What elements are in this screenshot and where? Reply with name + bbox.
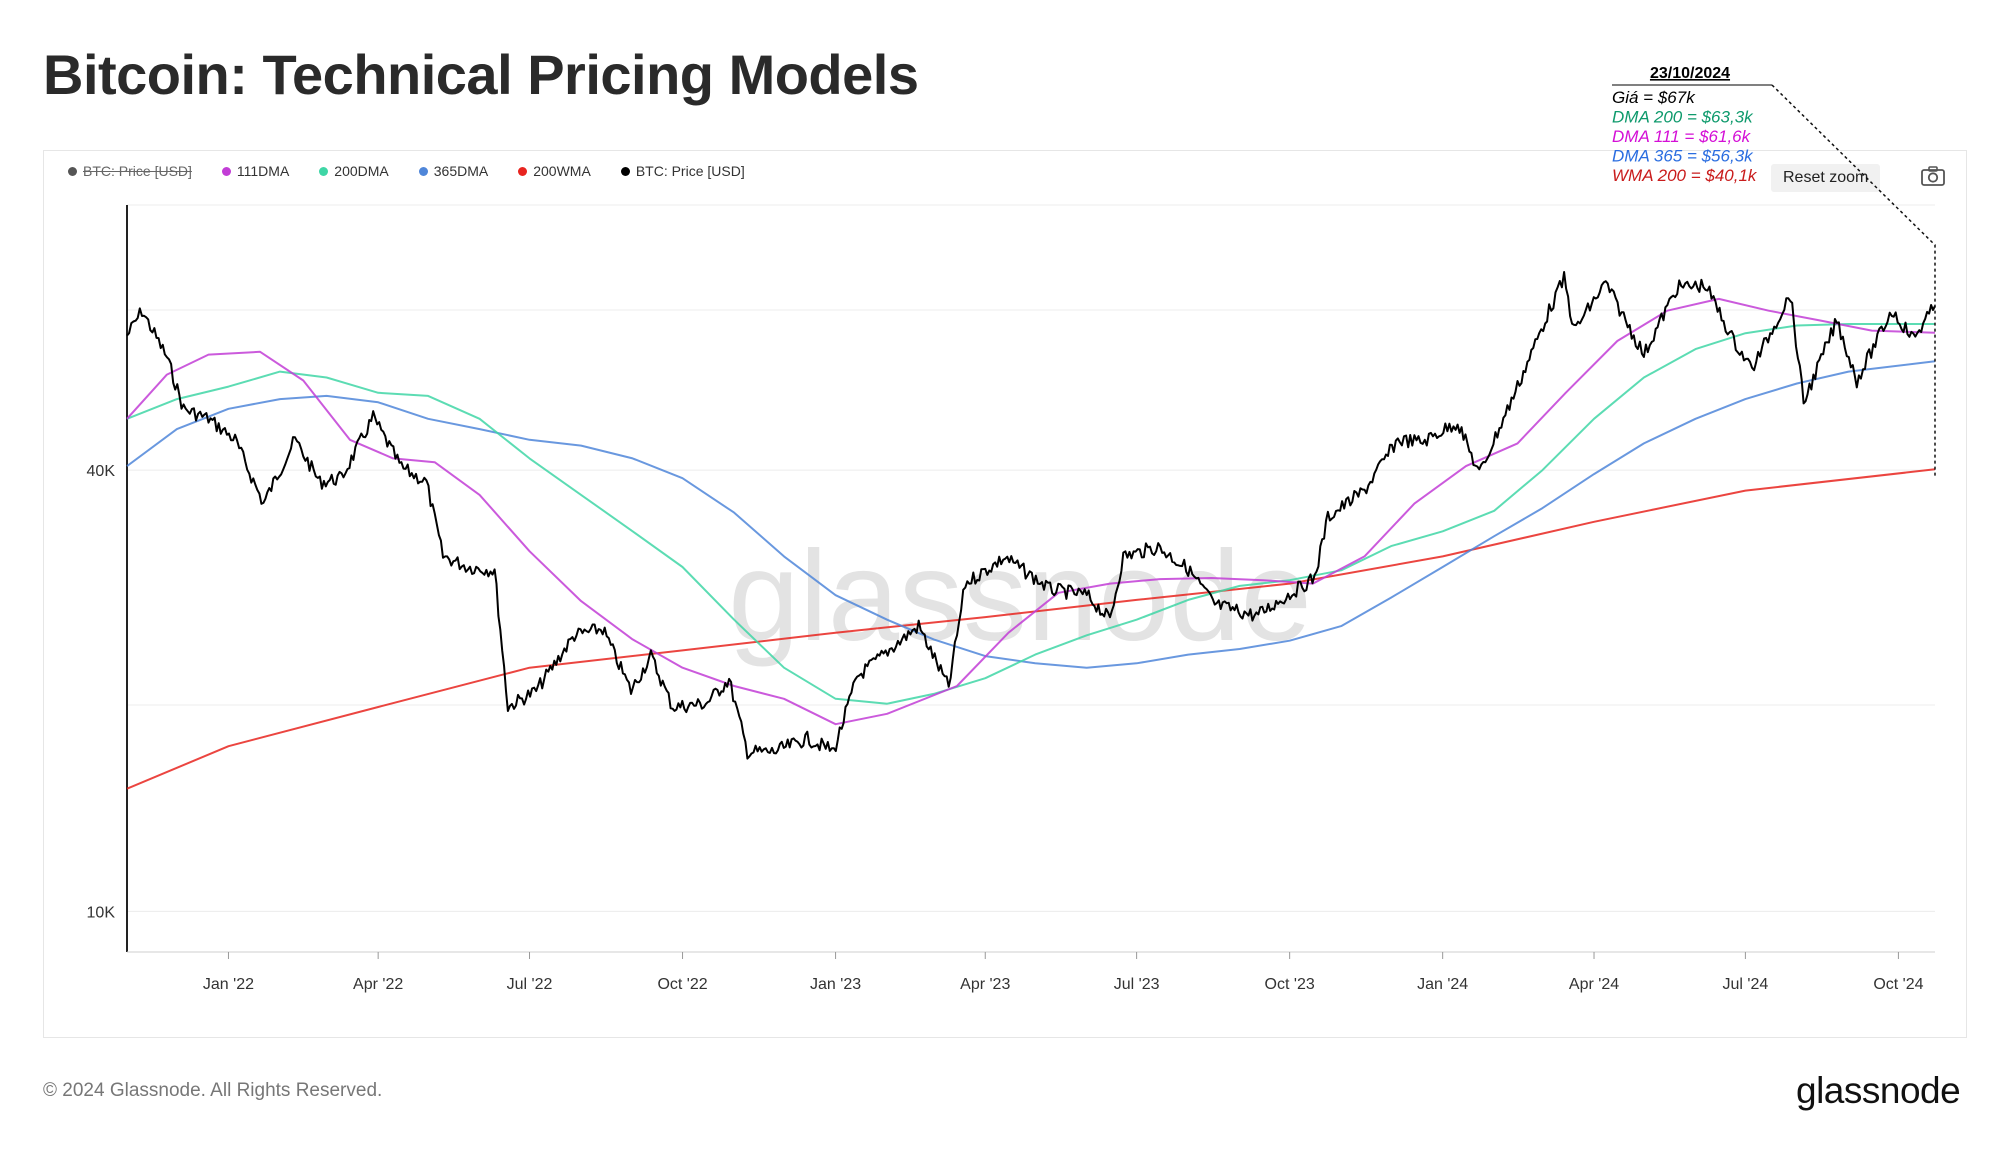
annotation-date: 23/10/2024 <box>1650 65 1730 82</box>
legend-dot-icon <box>68 166 77 176</box>
x-tick-label: Apr '24 <box>1569 976 1619 993</box>
legend-label: 111DMA <box>236 163 290 179</box>
legend-item-111dma[interactable]: 111DMA <box>221 163 290 179</box>
x-tick-label: Jan '22 <box>203 976 254 993</box>
legend-label: BTC: Price [USD] <box>83 163 192 179</box>
camera-icon[interactable] <box>1920 165 1946 187</box>
legend-dot-icon <box>319 166 329 176</box>
x-tick-label: Oct '24 <box>1873 976 1923 993</box>
annotation-line: DMA 200 = $63,3k <box>1612 108 1754 127</box>
legend-label: 200WMA <box>533 163 591 179</box>
legend-item-200dma[interactable]: 200DMA <box>319 163 389 179</box>
legend-dot-icon <box>418 166 428 176</box>
watermark-text: glassnode <box>728 525 1312 668</box>
x-tick-label: Apr '23 <box>960 976 1010 993</box>
legend-dot-icon <box>518 166 528 176</box>
x-tick-label: Oct '23 <box>1265 976 1315 993</box>
legend-dot-icon <box>221 166 231 176</box>
chart-panel: BTC: Price [USD] 111DMA 200DMA 365DMA 20… <box>43 150 1967 1038</box>
annotation-line: DMA 111 = $61,6k <box>1612 127 1752 146</box>
copyright-footer: © 2024 Glassnode. All Rights Reserved. <box>43 1080 383 1101</box>
legend-item-200wma[interactable]: 200WMA <box>518 163 591 179</box>
x-tick-label: Jan '24 <box>1417 976 1468 993</box>
reset-zoom-button[interactable]: Reset zoom <box>1771 164 1881 192</box>
legend-item-btc-price-hidden[interactable]: BTC: Price [USD] <box>68 163 192 179</box>
legend-label: 365DMA <box>433 163 489 179</box>
series-line-btc-price-usd- <box>126 271 1936 760</box>
series-line-200dma <box>126 323 1935 705</box>
x-tick-label: Jan '23 <box>810 976 861 993</box>
annotation-leader-line <box>1771 84 1936 478</box>
x-tick-label: Jul '22 <box>507 976 553 993</box>
page-title: Bitcoin: Technical Pricing Models <box>43 43 919 106</box>
annotation-line: WMA 200 = $40,1k <box>1612 166 1758 185</box>
chart-legend: BTC: Price [USD] 111DMA 200DMA 365DMA 20… <box>68 163 745 179</box>
brand-logo: glassnode <box>1796 1070 1961 1111</box>
annotation-line: DMA 365 = $56,3k <box>1612 147 1754 166</box>
legend-label: 200DMA <box>334 163 389 179</box>
y-tick-label: 10K <box>87 904 116 921</box>
legend-label: BTC: Price [USD] <box>635 163 745 179</box>
legend-dot-icon <box>620 166 630 176</box>
legend-item-365dma[interactable]: 365DMA <box>418 163 489 179</box>
x-tick-label: Jul '23 <box>1114 976 1160 993</box>
series-line-200wma <box>126 468 1936 790</box>
series-line-111dma <box>126 297 1936 726</box>
annotation-line: Giá = $67k <box>1612 88 1696 107</box>
x-tick-label: Apr '22 <box>353 976 403 993</box>
x-tick-label: Oct '22 <box>657 976 707 993</box>
x-tick-label: Jul '24 <box>1723 976 1769 993</box>
series-line-365dma <box>126 360 1936 669</box>
legend-item-btc-price[interactable]: BTC: Price [USD] <box>620 163 745 179</box>
y-tick-label: 40K <box>87 463 116 480</box>
